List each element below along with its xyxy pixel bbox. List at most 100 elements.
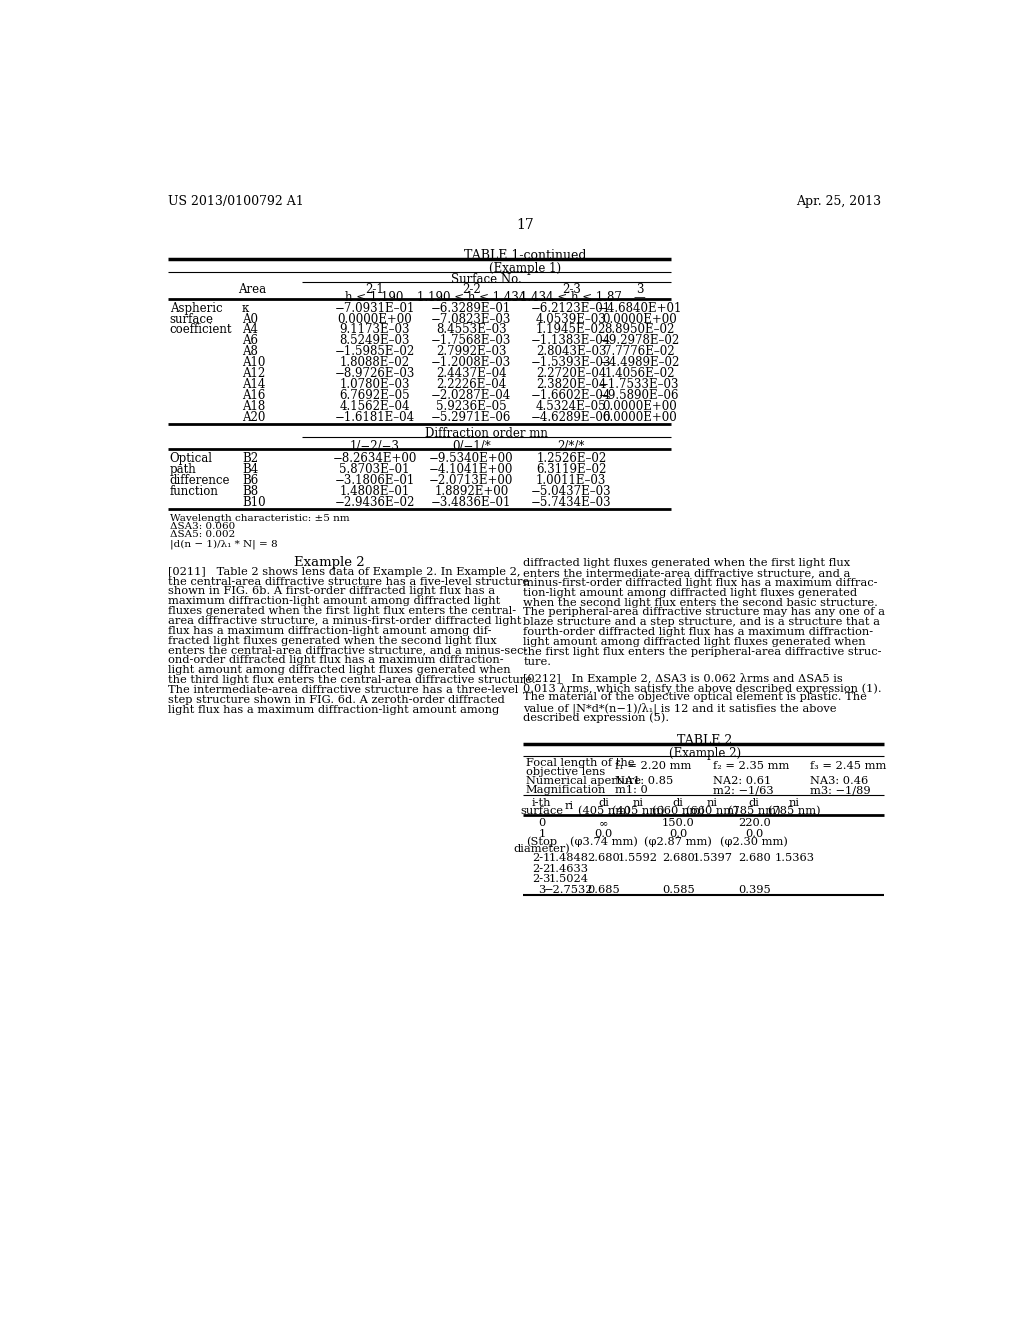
- Text: tion-light amount among diffracted light fluxes generated: tion-light amount among diffracted light…: [523, 587, 857, 598]
- Text: difference: difference: [170, 474, 230, 487]
- Text: 4.0539E–03: 4.0539E–03: [536, 313, 606, 326]
- Text: −2.9436E–02: −2.9436E–02: [334, 496, 415, 508]
- Text: A8: A8: [242, 346, 258, 358]
- Text: the first light flux enters the peripheral-area diffractive struc-: the first light flux enters the peripher…: [523, 647, 882, 657]
- Text: ri: ri: [564, 800, 573, 810]
- Text: 8.8950E–02: 8.8950E–02: [604, 323, 675, 337]
- Text: 9.1173E–03: 9.1173E–03: [339, 323, 410, 337]
- Text: di: di: [749, 797, 760, 808]
- Text: [0211]   Table 2 shows lens data of Example 2. In Example 2,: [0211] Table 2 shows lens data of Exampl…: [168, 566, 521, 577]
- Text: (Example 2): (Example 2): [669, 747, 741, 760]
- Text: minus-first-order diffracted light flux has a maximum diffrac-: minus-first-order diffracted light flux …: [523, 578, 878, 587]
- Text: TABLE 1-continued: TABLE 1-continued: [464, 249, 586, 263]
- Text: 1.2526E–02: 1.2526E–02: [537, 451, 606, 465]
- Text: ond-order diffracted light flux has a maximum diffraction-: ond-order diffracted light flux has a ma…: [168, 655, 504, 665]
- Text: fracted light fluxes generated when the second light flux: fracted light fluxes generated when the …: [168, 636, 497, 645]
- Text: area diffractive structure, a minus-first-order diffracted light: area diffractive structure, a minus-firs…: [168, 616, 522, 626]
- Text: 17: 17: [516, 218, 534, 232]
- Text: −1.1383E–04: −1.1383E–04: [531, 334, 611, 347]
- Text: the central-area diffractive structure has a five-level structure: the central-area diffractive structure h…: [168, 577, 529, 586]
- Text: 1.434 ≤ h ≤ 1.87: 1.434 ≤ h ≤ 1.87: [520, 290, 623, 304]
- Text: when the second light flux enters the second basic structure.: when the second light flux enters the se…: [523, 598, 879, 607]
- Text: ni: ni: [633, 797, 643, 808]
- Text: surface: surface: [170, 313, 214, 326]
- Text: 1.5363: 1.5363: [774, 853, 814, 863]
- Text: step structure shown in FIG. 6d. A zeroth-order diffracted: step structure shown in FIG. 6d. A zerot…: [168, 694, 505, 705]
- Text: B10: B10: [242, 496, 265, 508]
- Text: 4.1562E–04: 4.1562E–04: [339, 400, 410, 413]
- Text: −6.2123E–01: −6.2123E–01: [531, 302, 611, 314]
- Text: −4.6840E+01: −4.6840E+01: [597, 302, 682, 314]
- Text: 5.8703E–01: 5.8703E–01: [339, 463, 410, 475]
- Text: blaze structure and a step structure, and is a structure that a: blaze structure and a step structure, an…: [523, 618, 881, 627]
- Text: surface: surface: [520, 807, 563, 816]
- Text: (φ2.87 mm): (φ2.87 mm): [644, 837, 712, 847]
- Text: fourth-order diffracted light flux has a maximum diffraction-: fourth-order diffracted light flux has a…: [523, 627, 873, 638]
- Text: TABLE 2: TABLE 2: [677, 734, 732, 747]
- Text: 0.0000E+00: 0.0000E+00: [337, 313, 412, 326]
- Text: h ≤ 1.190: h ≤ 1.190: [345, 290, 403, 304]
- Text: κ: κ: [242, 302, 249, 314]
- Text: 1.4808E–01: 1.4808E–01: [339, 484, 410, 498]
- Text: f₁ = 2.20 mm: f₁ = 2.20 mm: [614, 762, 691, 771]
- Text: function: function: [170, 484, 219, 498]
- Text: (660 nm): (660 nm): [686, 807, 738, 816]
- Text: 2.680: 2.680: [662, 853, 694, 863]
- Text: −4.6289E–06: −4.6289E–06: [531, 411, 611, 424]
- Text: enters the central-area diffractive structure, and a minus-sec-: enters the central-area diffractive stru…: [168, 645, 527, 656]
- Text: 2/*/*: 2/*/*: [558, 440, 585, 453]
- Text: (φ2.30 mm): (φ2.30 mm): [720, 837, 788, 847]
- Text: −3.4836E–01: −3.4836E–01: [431, 496, 512, 508]
- Text: 1.4848: 1.4848: [549, 853, 589, 863]
- Text: A0: A0: [242, 313, 258, 326]
- Text: (405 nm): (405 nm): [611, 807, 665, 816]
- Text: 1: 1: [539, 829, 546, 838]
- Text: −1.2008E–03: −1.2008E–03: [431, 356, 511, 370]
- Text: enters the intermediate-area diffractive structure, and a: enters the intermediate-area diffractive…: [523, 568, 851, 578]
- Text: 0.395: 0.395: [738, 884, 771, 895]
- Text: 0.0000E+00: 0.0000E+00: [602, 411, 677, 424]
- Text: 1.8892E+00: 1.8892E+00: [434, 484, 509, 498]
- Text: −1.7533E–03: −1.7533E–03: [599, 378, 680, 391]
- Text: −5.7434E–03: −5.7434E–03: [531, 496, 611, 508]
- Text: NA1: 0.85: NA1: 0.85: [614, 776, 673, 785]
- Text: 2-3: 2-3: [532, 874, 551, 884]
- Text: A4: A4: [242, 323, 258, 337]
- Text: ΔSA3: 0.060: ΔSA3: 0.060: [170, 521, 236, 531]
- Text: —: —: [634, 290, 645, 304]
- Text: 0/−1/*: 0/−1/*: [452, 440, 490, 453]
- Text: −9.5890E–06: −9.5890E–06: [599, 389, 680, 403]
- Text: value of |N*d*(n−1)/λ₁| is 12 and it satisfies the above: value of |N*d*(n−1)/λ₁| is 12 and it sat…: [523, 702, 837, 715]
- Text: 2-2: 2-2: [532, 863, 551, 874]
- Text: ni: ni: [707, 797, 718, 808]
- Text: shown in FIG. 6b. A first-order diffracted light flux has a: shown in FIG. 6b. A first-order diffract…: [168, 586, 496, 597]
- Text: (Example 1): (Example 1): [488, 263, 561, 276]
- Text: −1.6602E–04: −1.6602E–04: [531, 389, 611, 403]
- Text: 150.0: 150.0: [662, 818, 694, 828]
- Text: Area: Area: [238, 284, 266, 296]
- Text: −2.7532: −2.7532: [544, 884, 594, 895]
- Text: fluxes generated when the first light flux enters the central-: fluxes generated when the first light fl…: [168, 606, 516, 616]
- Text: objective lens: objective lens: [525, 767, 605, 776]
- Text: ture.: ture.: [523, 657, 551, 667]
- Text: Wavelength characteristic: ±5 nm: Wavelength characteristic: ±5 nm: [170, 513, 349, 523]
- Text: [0212]   In Example 2, ΔSA3 is 0.062 λrms and ΔSA5 is: [0212] In Example 2, ΔSA3 is 0.062 λrms …: [523, 673, 843, 684]
- Text: −1.7568E–03: −1.7568E–03: [431, 334, 512, 347]
- Text: path: path: [170, 463, 197, 475]
- Text: −4.4989E–02: −4.4989E–02: [599, 356, 680, 370]
- Text: 1.5397: 1.5397: [692, 853, 732, 863]
- Text: the third light flux enters the central-area diffractive structure.: the third light flux enters the central-…: [168, 675, 536, 685]
- Text: 1/−2/−3: 1/−2/−3: [349, 440, 399, 453]
- Text: light amount among diffracted light fluxes generated when: light amount among diffracted light flux…: [168, 665, 511, 676]
- Text: 0.585: 0.585: [662, 884, 694, 895]
- Text: 1.4056E–02: 1.4056E–02: [604, 367, 675, 380]
- Text: flux has a maximum diffraction-light amount among dif-: flux has a maximum diffraction-light amo…: [168, 626, 492, 636]
- Text: (405 nm): (405 nm): [578, 807, 630, 816]
- Text: m2: −1/63: m2: −1/63: [713, 785, 774, 795]
- Text: 8.4553E–03: 8.4553E–03: [436, 323, 507, 337]
- Text: Surface No.: Surface No.: [451, 273, 522, 286]
- Text: 2.2720E–04: 2.2720E–04: [537, 367, 606, 380]
- Text: 2-1: 2-1: [366, 284, 384, 296]
- Text: A18: A18: [242, 400, 265, 413]
- Text: −1.5393E–03: −1.5393E–03: [531, 356, 611, 370]
